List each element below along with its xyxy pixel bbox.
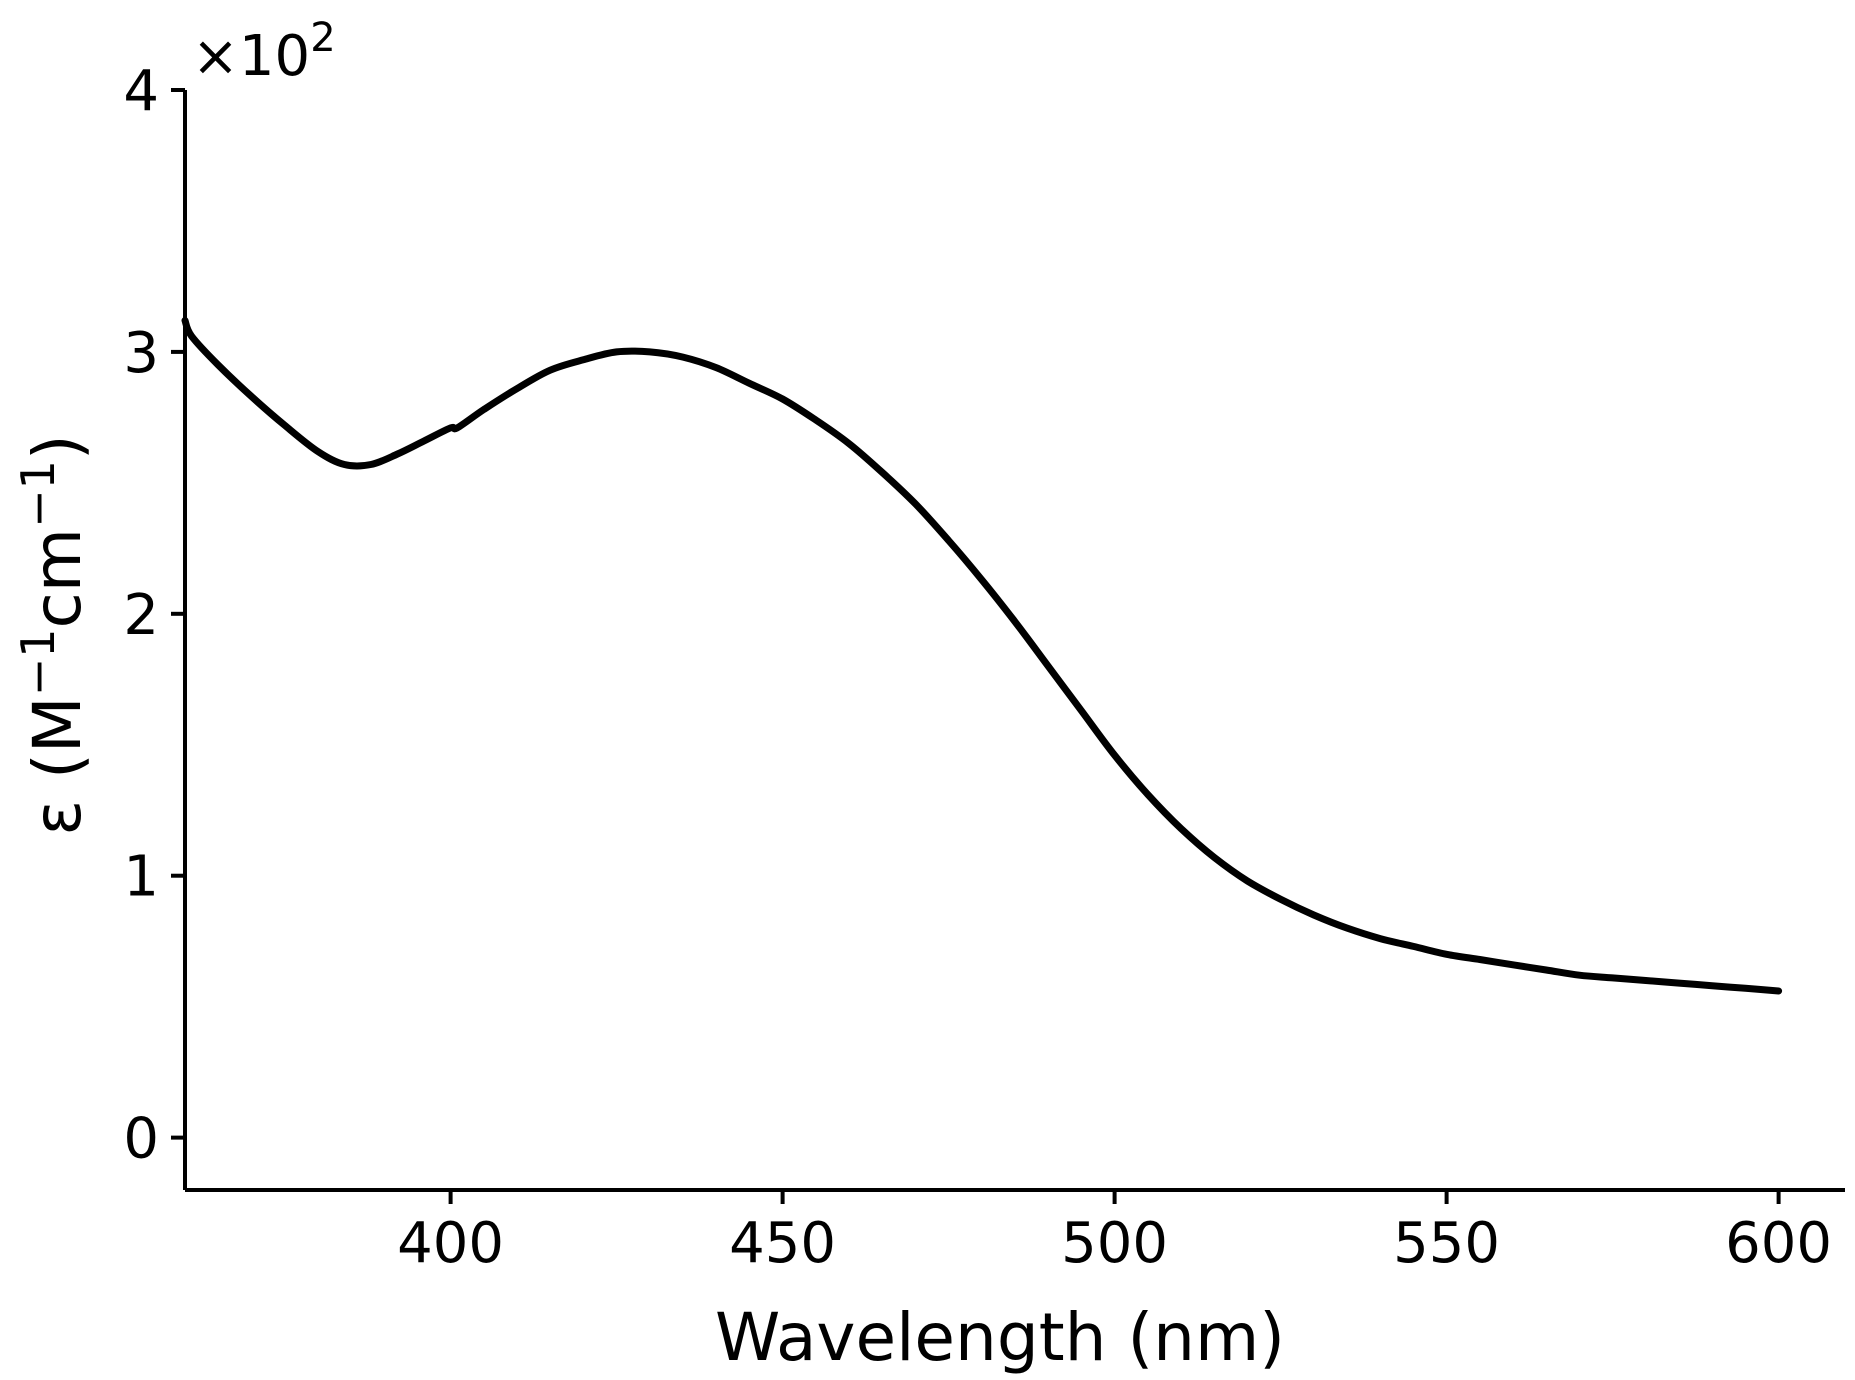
x-tick-label: 550 [1393,1211,1500,1276]
y-tick-label: 3 [123,321,159,386]
y-scale-multiplier: ×102 [192,15,336,89]
y-tick-label: 2 [123,583,159,648]
y-ticks: 0 1 2 3 4 [123,59,185,1172]
y-tick-label: 0 [123,1107,159,1172]
y-label-exp1: −1 [11,628,65,696]
y-axis-label: ε (M−1cm−1) [11,434,96,835]
y-tick-label: 1 [123,845,159,910]
y-label-suffix: ) [19,434,96,460]
x-tick-label: 450 [729,1211,836,1276]
y-label-prefix: ε (M [19,696,96,835]
x-tick-label: 500 [1061,1211,1168,1276]
x-tick-label: 400 [397,1211,504,1276]
x-tick-label: 600 [1725,1211,1832,1276]
axes [183,90,1845,1192]
scale-base: ×10 [192,24,310,89]
y-label-mid: cm [19,528,96,629]
y-label-exp2: −1 [11,460,65,528]
x-axis-label: Wavelength (nm) [715,1299,1285,1376]
x-ticks: 400 450 500 550 600 [397,1190,1832,1276]
series-line-epsilon [181,317,1783,995]
y-tick-label: 4 [123,59,159,124]
scale-exponent: 2 [310,15,335,61]
